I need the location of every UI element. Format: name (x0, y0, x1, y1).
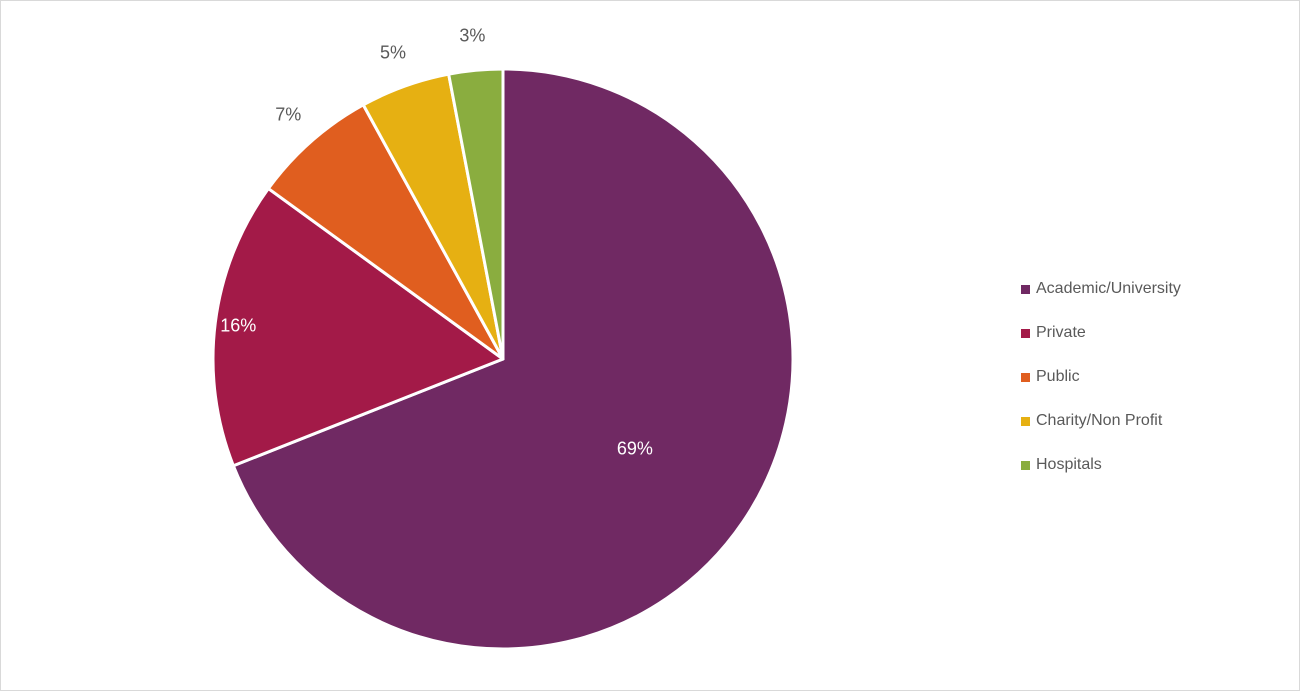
legend-swatch-icon (1021, 417, 1030, 426)
legend: Academic/University Private Public Charity/… (1021, 274, 1181, 480)
legend-item: Public (1021, 362, 1181, 392)
legend-item: Private (1021, 318, 1181, 348)
legend-swatch-icon (1021, 461, 1030, 470)
legend-label: Charity/Non Profit (1036, 412, 1162, 430)
pie-slice-label: 3% (459, 25, 485, 46)
legend-label: Hospitals (1036, 456, 1102, 474)
pie-slice-label: 7% (275, 105, 301, 126)
legend-item: Hospitals (1021, 450, 1181, 480)
legend-label: Private (1036, 324, 1086, 342)
legend-swatch-icon (1021, 329, 1030, 338)
chart-frame: 69% 16% 7% 5% 3% Academic/University Private P… (0, 0, 1300, 691)
pie-slice-label: 16% (220, 315, 256, 336)
legend-swatch-icon (1021, 373, 1030, 382)
pie-slice-label: 5% (380, 43, 406, 64)
pie-slice-label: 69% (617, 438, 653, 459)
legend-label: Academic/University (1036, 280, 1181, 298)
legend-item: Academic/University (1021, 274, 1181, 304)
legend-item: Charity/Non Profit (1021, 406, 1181, 436)
legend-label: Public (1036, 368, 1080, 386)
legend-swatch-icon (1021, 285, 1030, 294)
